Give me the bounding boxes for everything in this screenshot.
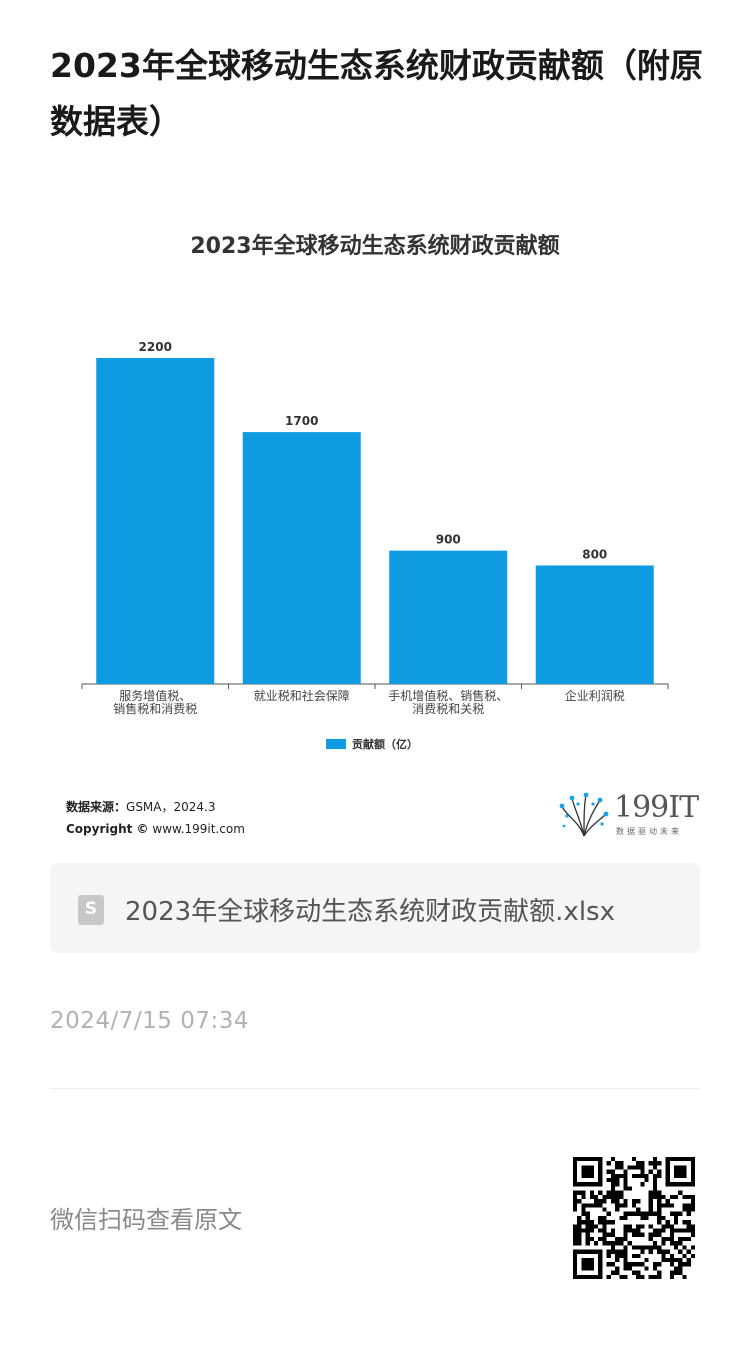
copyright-value: www.199it.com (152, 822, 245, 836)
data-source: 数据来源：GSMA，2024.3 Copyright © www.199it.c… (66, 796, 245, 840)
legend-swatch (326, 739, 346, 749)
bar (389, 550, 508, 684)
x-tick-label: 销售税和消费税 (113, 701, 197, 716)
publish-timestamp: 2024/7/15 07:34 (50, 1008, 250, 1034)
chart-title: 2023年全球移动生态系统财政贡献额 (190, 234, 560, 259)
x-tick-label: 企业利润税 (565, 688, 625, 703)
chart-image: 2023年全球移动生态系统财政贡献额 2200 服务增值税、 销售税和消费税 1700… (50, 200, 700, 860)
bar (535, 565, 654, 684)
bar-value-label: 800 (582, 547, 607, 561)
x-tick-label: 就业税和社会保障 (254, 688, 350, 703)
attachment-filename[interactable]: 2023年全球移动生态系统财政贡献额.xlsx (125, 897, 615, 927)
qr-code-icon[interactable] (573, 1157, 695, 1279)
spreadsheet-file-icon: S (78, 895, 104, 925)
bar (96, 358, 215, 684)
brand-logo: 199IT 数据驱动未来 (558, 790, 699, 840)
bar-chart: 2200 服务增值税、销售税和消费税 1700 就业税和社会保障 900 手机增值税、销售… (81, 340, 669, 751)
x-tick-label: 服务增值税、 (119, 688, 191, 703)
legend-label: 贡献额（亿） (352, 737, 418, 751)
read-original-label: 微信扫码查看原文 (50, 1206, 242, 1234)
logo-dots-icon (559, 792, 609, 837)
x-tick-label: 消费税和关税 (412, 702, 484, 716)
copyright-label: Copyright © (66, 822, 149, 836)
source-value: GSMA，2024.3 (126, 800, 216, 814)
bar-value-label: 900 (436, 533, 461, 547)
logo-text: 199IT (614, 790, 699, 825)
source-label: 数据来源： (66, 800, 127, 814)
x-tick-label: 手机增值税、销售税、 (388, 688, 508, 703)
article-title: 2023年全球移动生态系统财政贡献额（附原数据表） (50, 46, 703, 141)
logo-subtitle: 数据驱动未来 (616, 827, 682, 836)
bar-value-label: 2200 (139, 340, 172, 354)
bar-value-label: 1700 (285, 414, 318, 428)
attachment-card[interactable]: S 2023年全球移动生态系统财政贡献额.xlsx (50, 863, 700, 953)
divider (50, 1088, 700, 1089)
bar (242, 432, 361, 684)
